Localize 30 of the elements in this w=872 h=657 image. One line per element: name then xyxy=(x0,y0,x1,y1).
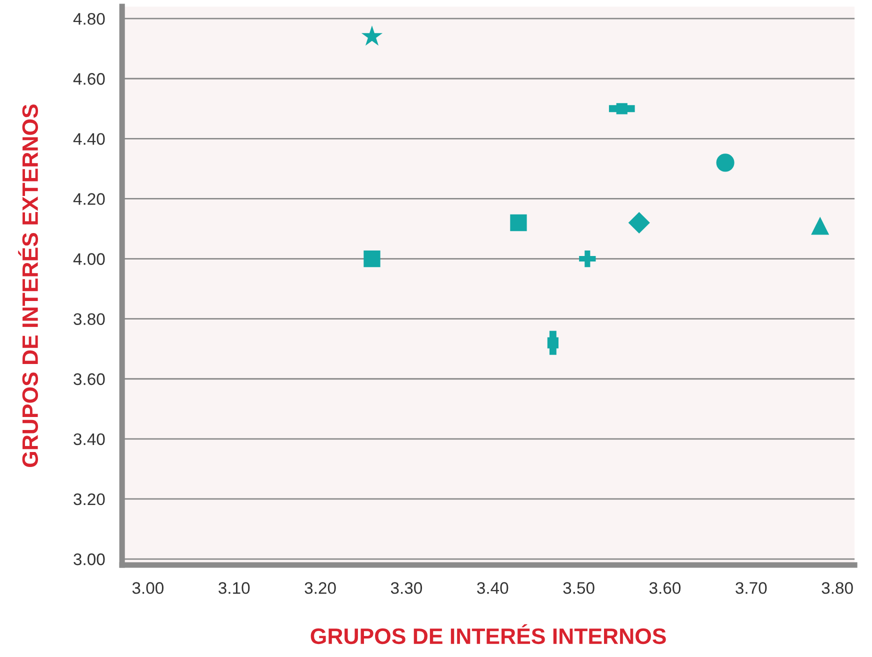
x-tick-label: 3.60 xyxy=(649,582,681,594)
y-tick-label: 3.00 xyxy=(74,553,105,566)
x-tick-label: 3.30 xyxy=(390,582,422,594)
point xyxy=(628,212,650,234)
point xyxy=(716,154,734,172)
x-tick-label: 3.70 xyxy=(736,582,767,594)
point xyxy=(361,25,383,46)
x-axis-title: GRUPOS DE INTERÉS INTERNOS xyxy=(310,624,666,644)
y-tick-label: 3.20 xyxy=(74,493,105,506)
x-tick-label: 3.00 xyxy=(132,582,164,594)
y-tick-label: 4.60 xyxy=(73,73,105,85)
y-tick-label: 4.40 xyxy=(73,133,105,145)
y-tick-label: 3.80 xyxy=(74,313,105,326)
y-tick-label: 4.00 xyxy=(73,253,105,265)
point xyxy=(364,250,380,268)
y-tick-label: 3.40 xyxy=(74,433,105,446)
point xyxy=(579,250,596,268)
x-tick-label: 3.10 xyxy=(218,582,250,594)
point xyxy=(811,216,830,235)
y-tick-label: 4.20 xyxy=(73,193,105,205)
point xyxy=(616,103,628,114)
x-tick-label: 3.50 xyxy=(563,582,594,594)
x-tick-label: 3.20 xyxy=(304,582,336,594)
point xyxy=(510,214,527,232)
x-tick-label: 3.80 xyxy=(822,582,853,594)
y-axis-title: GRUPOS DE INTERÉS EXTERNOS xyxy=(18,104,38,468)
y-tick-label: 4.80 xyxy=(73,12,105,25)
y-tick-label: 3.60 xyxy=(74,373,105,386)
x-tick-label: 3.40 xyxy=(477,582,508,594)
point xyxy=(547,337,559,348)
